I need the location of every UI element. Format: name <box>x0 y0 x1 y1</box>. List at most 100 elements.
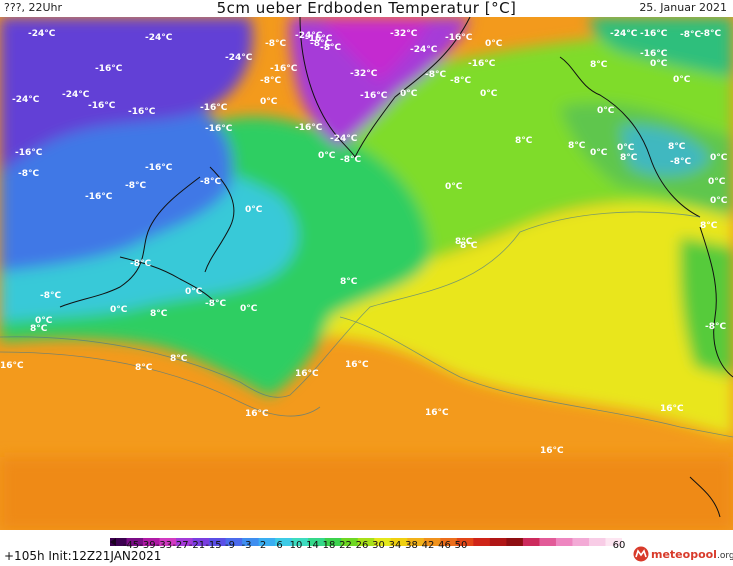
color-scale-tick: 30 <box>372 540 385 551</box>
color-scale-swatch <box>555 538 574 546</box>
color-scale-swatch <box>159 538 177 546</box>
color-scale-swatch <box>489 538 507 546</box>
temperature-label: -16°C <box>95 64 123 74</box>
temperature-label: -8°C <box>705 322 726 332</box>
temperature-label: -16°C <box>15 148 43 158</box>
temperature-map[interactable]: -24°C -24°C -24°C -16°C -24°C -24°C -16°C -16°C… <box>0 17 733 530</box>
temperature-label: -8°C <box>130 259 151 269</box>
temperature-label: 0°C <box>445 182 463 192</box>
color-scale-swatch <box>588 538 607 546</box>
temperature-label: -8°C <box>205 299 226 309</box>
temperature-label: 0°C <box>673 75 691 85</box>
temperature-label: 8°C <box>568 141 586 151</box>
temperature-label: -16°C <box>445 33 473 43</box>
temperature-label: 0°C <box>400 89 418 99</box>
temperature-label: 8°C <box>150 309 168 319</box>
color-scale-tick: -45 <box>122 540 140 551</box>
isotherms <box>0 211 733 438</box>
coastlines <box>59 17 733 518</box>
color-scale-swatch <box>341 538 359 546</box>
map-title: 5cm ueber Erdboden Temperatur [°C] <box>216 0 517 17</box>
temperature-field: -24°C -24°C-24°C-16°C-24°C -24°C-16°C-16°C… <box>0 17 733 530</box>
temperature-label: 8°C <box>460 241 478 251</box>
temperature-label: -8°C <box>680 30 701 40</box>
color-scale-arrow <box>110 538 116 546</box>
color-scale-tick: 18 <box>322 540 336 551</box>
meteopool-logo-icon <box>633 546 649 562</box>
color-scale-swatch <box>539 538 557 546</box>
temperature-label: -8°C <box>260 76 281 86</box>
color-scale-tick: -3 <box>241 540 252 551</box>
color-scale-tick: -9 <box>225 540 235 551</box>
temperature-label: -8°C <box>700 29 721 39</box>
temperature-label: 0°C <box>485 39 503 49</box>
temperature-label: 8°C <box>700 221 718 231</box>
temperature-label: -8°C <box>18 169 39 179</box>
temperature-label: 0°C <box>245 205 263 215</box>
temperature-label: -8°C <box>125 181 146 191</box>
temperature-label: 8°C <box>455 237 473 247</box>
temperature-label: -24°C <box>62 90 90 100</box>
temperature-label: 0°C <box>617 143 635 153</box>
color-scale-swatch <box>143 538 161 546</box>
color-scale-swatch <box>225 538 243 546</box>
color-scale-swatch <box>407 538 425 546</box>
color-scale-tick: -21 <box>188 540 206 551</box>
color-scale-swatch <box>242 538 260 546</box>
temperature-label: 8°C <box>340 277 358 287</box>
color-scale <box>110 531 623 546</box>
color-scale-swatch <box>126 538 144 546</box>
temperature-label: 0°C <box>597 106 615 116</box>
temperature-label: -24°C <box>330 134 358 144</box>
color-scale-tick: 38 <box>405 540 418 551</box>
color-scale-swatch <box>605 538 623 546</box>
temperature-label: -32°C <box>350 69 378 79</box>
temperature-label: 8°C <box>515 136 533 146</box>
logo-brand: meteopool <box>651 548 717 561</box>
color-scale-tick: 60 <box>612 540 626 551</box>
temperature-label: -16°C <box>200 103 228 113</box>
map-date: 25. Januar 2021 <box>639 1 727 14</box>
temperature-label: -16°C <box>640 29 668 39</box>
color-scale-tick: 6 <box>276 540 283 551</box>
temperature-label: -24°C <box>610 29 638 39</box>
color-scale-swatch <box>291 538 309 546</box>
temperature-label: -32°C <box>390 29 418 39</box>
temperature-label: 0°C <box>650 59 668 69</box>
color-scale-swatch <box>308 538 326 546</box>
color-scale-tick: -39 <box>139 540 156 551</box>
color-scale-tick: 22 <box>339 540 352 551</box>
temperature-label: 16°C <box>0 361 24 371</box>
temperature-label: -16°C <box>270 64 298 74</box>
temperature-label: 0°C <box>260 97 278 107</box>
map-header: ???, 22Uhr 5cm ueber Erdboden Temperatur… <box>0 0 733 17</box>
temperature-label: 16°C <box>540 446 564 456</box>
temperature-label: -16°C <box>88 101 116 111</box>
color-scale-swatch <box>357 538 375 546</box>
color-scale-swatch <box>572 538 590 546</box>
temperature-labels: -24°C -24°C-24°C-16°C-24°C -24°C-16°C-16°C… <box>0 29 728 456</box>
logo-brand-text: meteopool.org <box>651 548 733 561</box>
color-scale-tick: 10 <box>289 540 303 551</box>
temperature-label: -8°C <box>265 39 286 49</box>
color-scale-swatch <box>440 538 458 546</box>
color-scale-tick: 14 <box>306 540 319 551</box>
temperature-label: -16°C <box>305 34 333 44</box>
temperature-label: 8°C <box>620 153 638 163</box>
color-scale-swatch <box>473 538 491 546</box>
color-scale-tick: 2 <box>259 540 267 551</box>
temperature-label: -16°C <box>468 59 496 69</box>
temperature-label: 0°C <box>710 196 728 206</box>
meteopool-logo[interactable]: meteopool.org <box>633 546 733 564</box>
temperature-label: 0°C <box>318 151 336 161</box>
temperature-label: -16°C <box>128 107 156 117</box>
temperature-label: 0°C <box>480 89 498 99</box>
temperature-label: 0°C <box>185 287 203 297</box>
temperature-label: -8°C <box>670 157 691 167</box>
temperature-label: -16°C <box>85 192 113 202</box>
map-footer: -45 -39 -33 -27 -21 -15 -9 -3 2 6 10 14 18 22 26 30 34 38… <box>0 530 733 566</box>
temperature-label: 16°C <box>295 369 319 379</box>
temperature-label: 8°C <box>170 354 188 364</box>
color-scale-tick: 26 <box>355 540 369 551</box>
temperature-label: -8°C <box>450 76 471 86</box>
